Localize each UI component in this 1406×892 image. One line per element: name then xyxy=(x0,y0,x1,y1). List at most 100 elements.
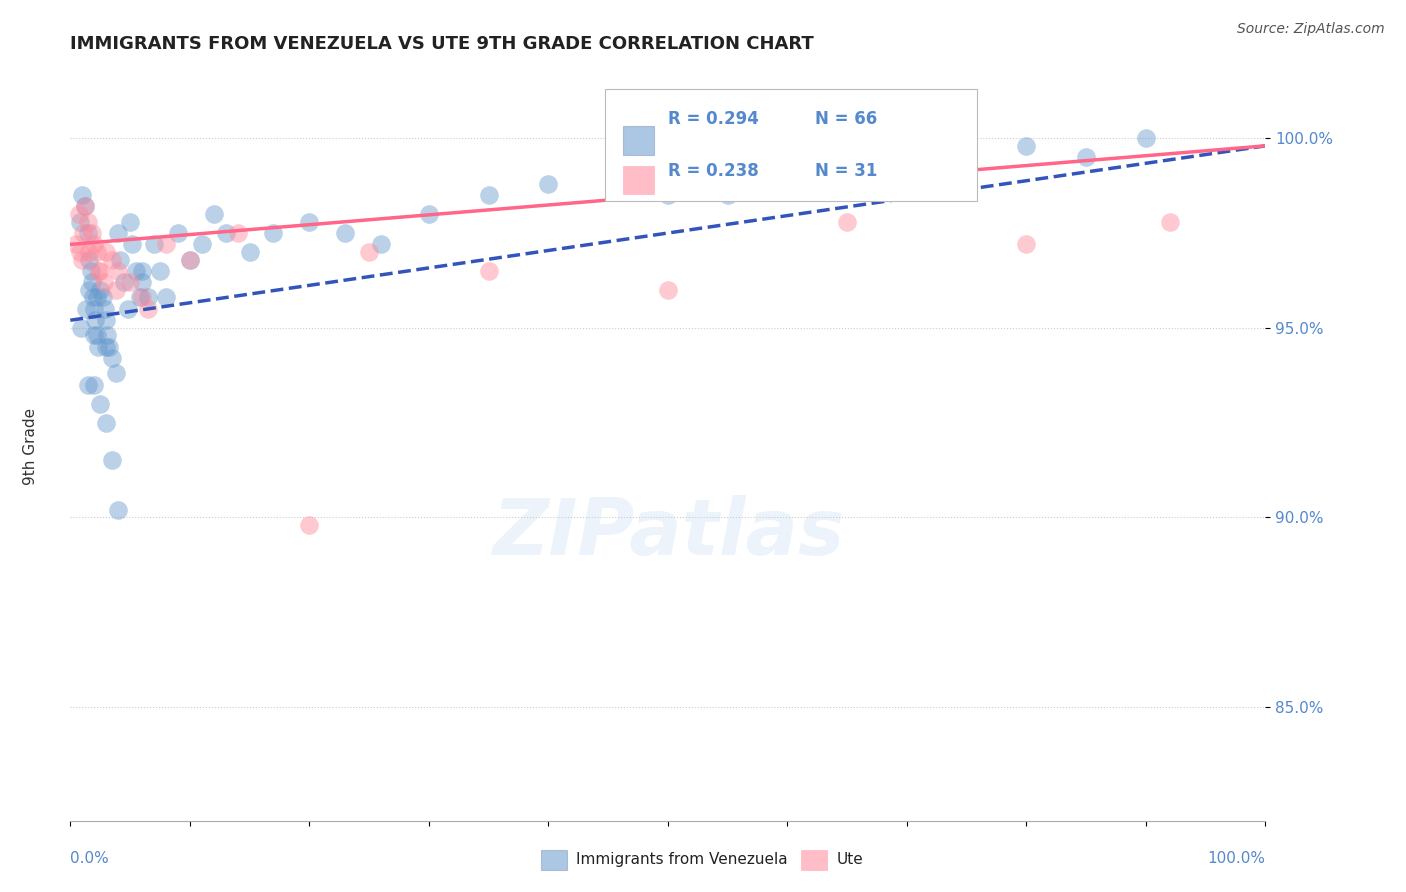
Point xyxy=(104,283,127,297)
Point xyxy=(82,291,104,305)
Point xyxy=(155,291,177,305)
Point xyxy=(179,252,201,267)
Point xyxy=(107,264,129,278)
Point xyxy=(1135,131,1157,145)
Point xyxy=(70,321,93,335)
Point xyxy=(83,377,105,392)
Point xyxy=(83,301,105,316)
Point xyxy=(70,252,93,267)
Point xyxy=(149,264,172,278)
Point xyxy=(191,237,214,252)
Point xyxy=(370,237,392,252)
Point xyxy=(298,215,321,229)
Point xyxy=(80,276,103,290)
Point xyxy=(335,226,357,240)
Point xyxy=(79,283,101,297)
Point xyxy=(101,453,124,467)
Point xyxy=(717,188,740,202)
Point xyxy=(1076,150,1098,164)
Point xyxy=(89,397,111,411)
Point xyxy=(131,264,153,278)
Point xyxy=(214,226,236,240)
Point xyxy=(478,264,501,278)
Point xyxy=(837,215,859,229)
Point xyxy=(79,264,101,278)
Point xyxy=(117,301,139,316)
Point xyxy=(70,188,93,202)
Point xyxy=(657,188,679,202)
Point xyxy=(75,301,97,316)
Point xyxy=(79,245,101,260)
Point xyxy=(120,276,141,290)
Point xyxy=(143,237,166,252)
Text: N = 31: N = 31 xyxy=(815,161,877,179)
Point xyxy=(93,276,115,290)
Point xyxy=(125,264,148,278)
Point xyxy=(77,377,100,392)
Point xyxy=(69,215,91,229)
Text: 0.0%: 0.0% xyxy=(70,851,110,866)
Point xyxy=(359,245,381,260)
Point xyxy=(101,252,124,267)
Point xyxy=(298,518,321,533)
Point xyxy=(179,252,201,267)
Text: R = 0.238: R = 0.238 xyxy=(668,161,759,179)
Point xyxy=(83,328,105,343)
Point xyxy=(67,207,90,221)
Point xyxy=(77,226,100,240)
Point xyxy=(896,150,918,164)
Point xyxy=(131,291,153,305)
Point xyxy=(79,252,101,267)
Point xyxy=(80,226,103,240)
Point xyxy=(202,207,225,221)
Point xyxy=(96,313,118,327)
Text: 100.0%: 100.0% xyxy=(1208,851,1265,866)
Point xyxy=(97,340,120,354)
Point xyxy=(226,226,249,240)
Text: ZIPatlas: ZIPatlas xyxy=(492,494,844,571)
Point xyxy=(1159,215,1181,229)
Point xyxy=(91,291,114,305)
Point xyxy=(72,226,94,240)
Point xyxy=(87,264,110,278)
Point xyxy=(1015,237,1038,252)
Point xyxy=(239,245,262,260)
Text: 9th Grade: 9th Grade xyxy=(24,408,38,484)
Point xyxy=(73,200,96,214)
Point xyxy=(128,291,150,305)
Point xyxy=(136,301,159,316)
Point xyxy=(101,351,124,366)
Point xyxy=(657,283,679,297)
Point xyxy=(96,245,118,260)
Point xyxy=(107,226,129,240)
Point xyxy=(89,283,111,297)
Point xyxy=(107,503,129,517)
Point xyxy=(167,226,190,240)
Point xyxy=(65,237,87,252)
Point xyxy=(418,207,440,221)
Point xyxy=(155,237,177,252)
Point xyxy=(121,237,143,252)
Point xyxy=(69,245,91,260)
Point xyxy=(478,188,501,202)
Text: Immigrants from Venezuela: Immigrants from Venezuela xyxy=(576,853,789,867)
Point xyxy=(96,416,118,430)
Point xyxy=(120,215,141,229)
Point xyxy=(112,276,135,290)
Point xyxy=(86,291,108,305)
Text: R = 0.294: R = 0.294 xyxy=(668,111,759,128)
Point xyxy=(83,237,105,252)
Point xyxy=(131,276,153,290)
Point xyxy=(263,226,285,240)
Point xyxy=(94,301,117,316)
Point xyxy=(776,161,799,176)
Point xyxy=(110,252,132,267)
Point xyxy=(96,340,118,354)
Text: Source: ZipAtlas.com: Source: ZipAtlas.com xyxy=(1237,22,1385,37)
Text: Ute: Ute xyxy=(837,853,863,867)
Point xyxy=(86,328,108,343)
Point xyxy=(1015,139,1038,153)
Point xyxy=(73,200,96,214)
Point xyxy=(96,328,118,343)
Point xyxy=(87,340,110,354)
